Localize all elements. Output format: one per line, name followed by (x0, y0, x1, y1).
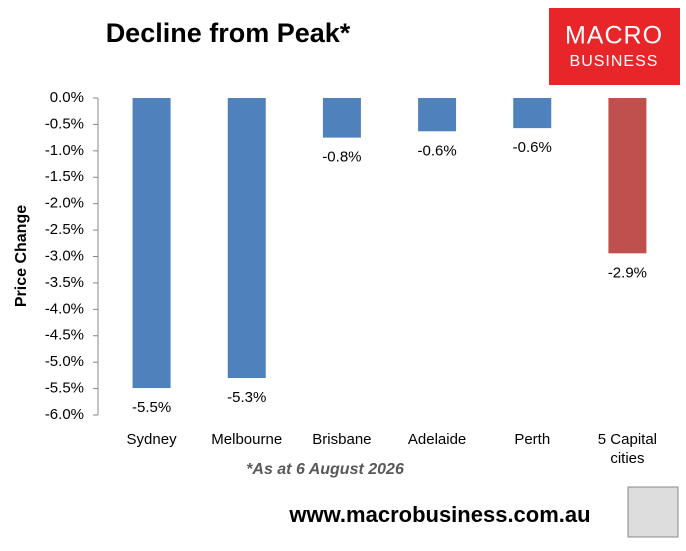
value-label: -0.8% (322, 149, 361, 166)
y-tick-label: -3.5% (45, 274, 84, 291)
y-tick-label: -5.0% (45, 353, 84, 370)
value-label: -0.6% (513, 139, 552, 156)
chart-title: Decline from Peak* (106, 18, 351, 48)
logo-text: MACRO (565, 22, 663, 50)
bar (513, 98, 552, 129)
y-tick-label: -0.5% (45, 115, 84, 132)
y-axis-label: Price Change (13, 205, 30, 307)
y-tick-label: -2.5% (45, 221, 84, 238)
x-tick-label: Sydney (126, 431, 177, 448)
x-tick-label: 5 Capital cities (597, 431, 657, 467)
bar (322, 98, 361, 138)
y-tick-label: -5.5% (45, 380, 84, 397)
bar (227, 98, 266, 379)
x-tick-label: Melbourne (211, 431, 283, 448)
y-tick-label: -6.0% (45, 406, 84, 423)
bar (132, 98, 171, 389)
y-tick-label: 0.0% (50, 89, 84, 106)
y-tick-label: -1.5% (45, 168, 84, 185)
logo-text: BUSINESS (570, 53, 659, 70)
value-label: -5.3% (227, 389, 266, 406)
y-tick-label: -4.5% (45, 327, 84, 344)
footnote: *As at 6 August 2026 (246, 461, 404, 478)
y-tick-label: -2.0% (45, 195, 84, 212)
y-tick-label: -4.0% (45, 300, 84, 317)
x-tick-label: Perth (514, 431, 551, 448)
logo-image (627, 486, 679, 538)
bar (608, 98, 647, 254)
value-label: -5.5% (132, 399, 171, 416)
logo-box (549, 8, 680, 85)
value-label: -2.9% (608, 264, 647, 281)
value-label: -0.6% (417, 142, 456, 159)
x-tick-label: Adelaide (407, 431, 467, 448)
y-tick-label: -1.0% (45, 142, 84, 159)
source: www.macrobusiness.com.au (288, 502, 590, 527)
bar (418, 98, 457, 132)
x-tick-label: Brisbane (312, 431, 372, 448)
y-tick-label: -3.0% (45, 247, 84, 264)
